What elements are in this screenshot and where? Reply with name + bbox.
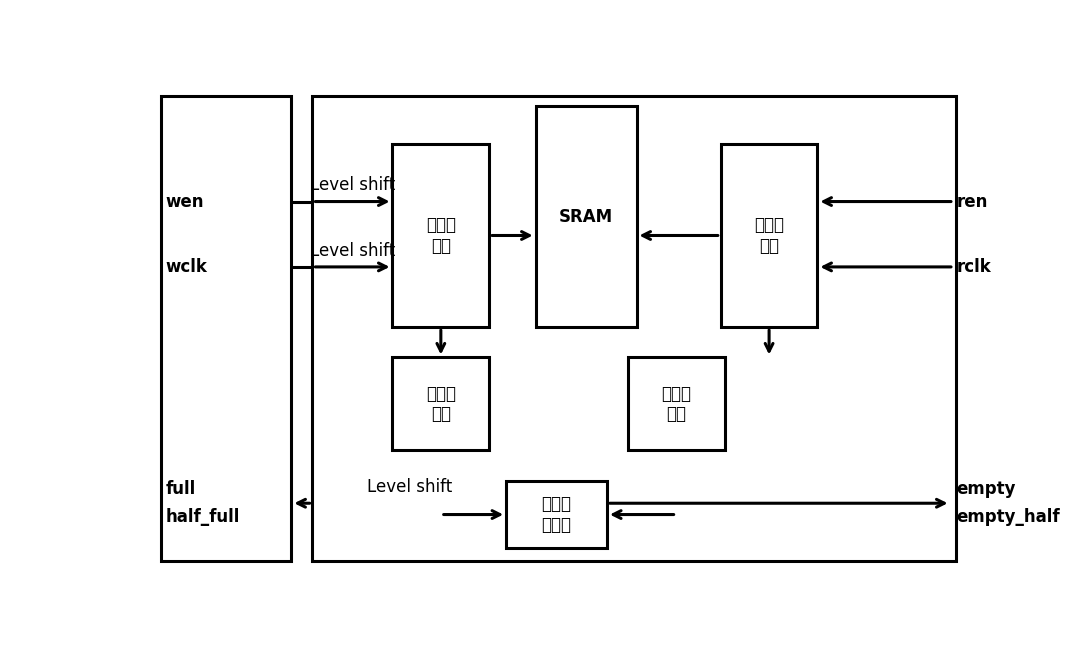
Bar: [721, 144, 818, 327]
Text: SRAM: SRAM: [559, 208, 614, 226]
Text: 格雷码
转化: 格雷码 转化: [426, 385, 456, 423]
Bar: [161, 96, 291, 561]
Text: Level shift: Level shift: [367, 478, 452, 496]
Bar: [628, 357, 725, 451]
Text: rclk: rclk: [957, 258, 992, 276]
Text: empty: empty: [957, 480, 1015, 498]
Text: half_full: half_full: [165, 508, 240, 526]
Text: 空满信
号产生: 空满信 号产生: [542, 495, 571, 534]
Bar: [392, 144, 489, 327]
Text: ren: ren: [957, 193, 988, 210]
Text: 读地址
控制: 读地址 控制: [754, 216, 784, 255]
Bar: [313, 96, 957, 561]
Text: wclk: wclk: [165, 258, 207, 276]
Text: Level shift: Level shift: [310, 176, 395, 195]
Text: empty_half: empty_half: [957, 508, 1060, 526]
Text: Level shift: Level shift: [310, 242, 395, 260]
Bar: [392, 357, 489, 451]
Text: wen: wen: [165, 193, 204, 210]
Text: 格雷码
转化: 格雷码 转化: [661, 385, 692, 423]
Bar: [535, 106, 636, 327]
Text: 写地址
控制: 写地址 控制: [426, 216, 456, 255]
Text: full: full: [165, 480, 195, 498]
Bar: [506, 481, 607, 549]
